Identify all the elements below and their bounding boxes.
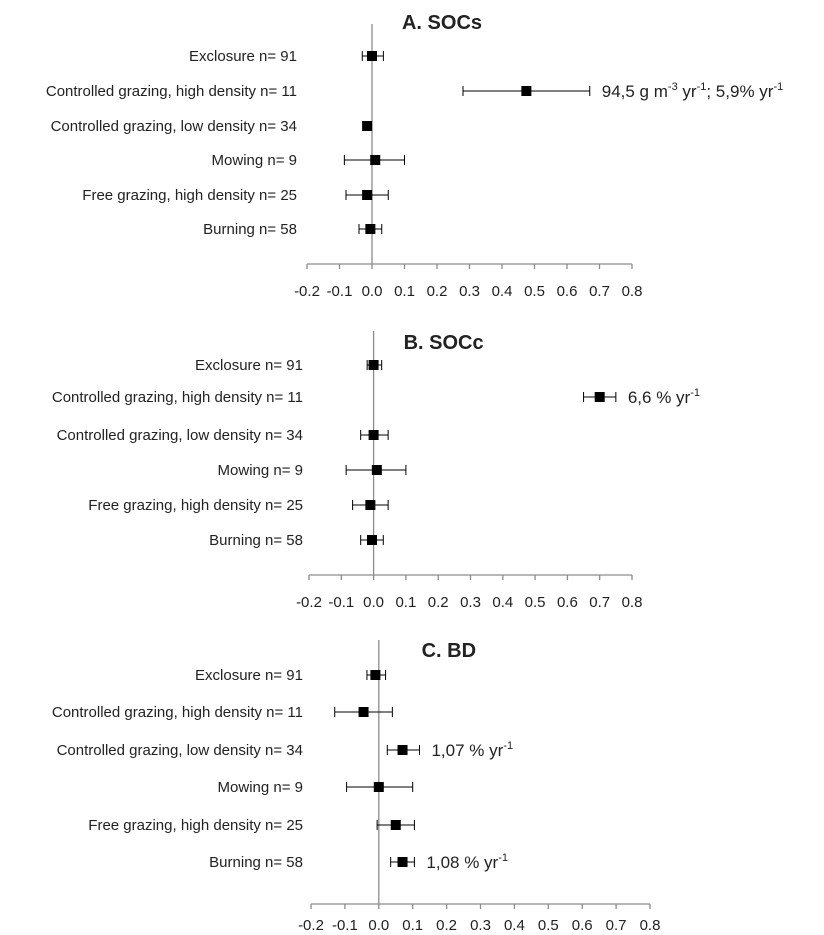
point-estimate-marker — [365, 500, 376, 510]
x-tick-label: -0.2 — [298, 917, 324, 934]
annotation-superscript: -1 — [503, 740, 513, 752]
point-estimate-marker — [521, 86, 532, 96]
annotation-superscript: -1 — [690, 387, 700, 399]
point-estimate-marker — [358, 707, 369, 717]
x-tick-label: -0.1 — [332, 917, 358, 934]
point-estimate-marker — [370, 155, 381, 165]
category-label: Exclosure n= 91 — [195, 667, 303, 684]
category-label: Burning n= 58 — [209, 532, 303, 549]
category-label: Mowing n= 9 — [218, 779, 303, 796]
x-tick-label: 0.0 — [368, 917, 389, 934]
annotation-superscript: -1 — [773, 81, 783, 93]
annotation-text: ; 5,9% yr — [706, 82, 773, 101]
annotation-text: 1,08 % yr — [426, 853, 498, 872]
panel-1: A. SOCs -0.2 -0.1 0.0 0.1 0.2 0.3 0.4 0.5 0.6 0.7 0… — [46, 12, 783, 300]
panel-2: B. SOCc -0.2 -0.1 0.0 0.1 0.2 0.3 0.4 0.5 0.6 0.7 0… — [52, 331, 700, 611]
x-tick-label: 0.0 — [362, 283, 383, 300]
x-tick-label: 0.8 — [640, 917, 661, 934]
x-tick-label: 0.5 — [538, 917, 559, 934]
annotation-text: 94,5 g m — [602, 82, 668, 101]
x-tick-label: -0.2 — [294, 283, 320, 300]
annotation-text: yr — [678, 82, 697, 101]
x-tick-label: 0.7 — [606, 917, 627, 934]
point-estimate-marker — [370, 670, 381, 680]
x-tick-label: 0.6 — [557, 283, 578, 300]
x-tick-label: 0.1 — [394, 283, 415, 300]
category-label: Exclosure n= 91 — [195, 357, 303, 374]
x-tick-label: 0.3 — [460, 594, 481, 611]
category-label: Controlled grazing, high density n= 11 — [52, 704, 303, 721]
category-label: Free grazing, high density n= 25 — [88, 817, 303, 834]
x-tick-label: -0.1 — [327, 283, 353, 300]
point-estimate-marker — [594, 392, 605, 402]
x-tick-label: 0.7 — [589, 594, 610, 611]
x-tick-label: 0.5 — [525, 594, 546, 611]
effect-annotation: 94,5 g m-3 yr-1; 5,9% yr-1 — [602, 81, 783, 101]
annotation-superscript: -3 — [668, 81, 678, 93]
x-tick-label: 0.3 — [459, 283, 480, 300]
x-tick-label: 0.2 — [427, 283, 448, 300]
category-label: Free grazing, high density n= 25 — [88, 497, 303, 514]
point-estimate-marker — [371, 465, 382, 475]
category-label: Controlled grazing, high density n= 11 — [52, 389, 303, 406]
category-label: Controlled grazing, high density n= 11 — [46, 83, 297, 100]
annotation-text: 1,07 % yr — [431, 741, 503, 760]
x-tick-label: 0.6 — [572, 917, 593, 934]
category-label: Burning n= 58 — [203, 221, 297, 238]
panel-3: C. BD -0.2 -0.1 0.0 0.1 0.2 0.3 0.4 0.5 0.6 0.7 0.8… — [52, 640, 661, 934]
point-estimate-marker — [368, 360, 379, 370]
point-estimate-marker — [368, 430, 379, 440]
category-label: Burning n= 58 — [209, 854, 303, 871]
point-estimate-marker — [367, 51, 377, 61]
x-tick-label: -0.2 — [296, 594, 322, 611]
category-label: Exclosure n= 91 — [189, 48, 297, 65]
category-label: Mowing n= 9 — [218, 462, 303, 479]
panel-title: C. BD — [422, 640, 476, 662]
x-tick-label: 0.5 — [524, 283, 545, 300]
point-estimate-marker — [362, 121, 373, 131]
panel-title: A. SOCs — [402, 12, 482, 34]
annotation-text: 6,6 % yr — [628, 388, 691, 407]
category-label: Mowing n= 9 — [212, 152, 297, 169]
x-tick-label: 0.1 — [402, 917, 423, 934]
x-tick-label: 0.2 — [428, 594, 449, 611]
x-tick-label: 0.4 — [492, 594, 513, 611]
point-estimate-marker — [397, 745, 408, 755]
annotation-superscript: -1 — [498, 852, 508, 864]
x-tick-label: 0.6 — [557, 594, 578, 611]
panel-title: B. SOCc — [404, 332, 484, 354]
annotation-superscript: -1 — [697, 81, 707, 93]
x-tick-label: 0.4 — [504, 917, 525, 934]
point-estimate-marker — [365, 224, 376, 234]
point-estimate-marker — [366, 535, 377, 545]
x-tick-label: 0.8 — [622, 283, 643, 300]
category-label: Controlled grazing, low density n= 34 — [57, 742, 303, 759]
x-tick-label: 0.1 — [395, 594, 416, 611]
x-tick-label: 0.3 — [470, 917, 491, 934]
category-label: Free grazing, high density n= 25 — [82, 187, 297, 204]
point-estimate-marker — [397, 857, 408, 867]
point-estimate-marker — [373, 782, 384, 792]
point-estimate-marker — [362, 190, 373, 200]
effect-annotation: 1,08 % yr-1 — [426, 852, 508, 872]
x-tick-label: -0.1 — [328, 594, 354, 611]
category-label: Controlled grazing, low density n= 34 — [57, 427, 303, 444]
x-tick-label: 0.7 — [589, 283, 610, 300]
x-tick-label: 0.2 — [436, 917, 457, 934]
point-estimate-marker — [390, 820, 401, 830]
effect-annotation: 1,07 % yr-1 — [431, 740, 513, 760]
x-tick-label: 0.4 — [492, 283, 513, 300]
x-tick-label: 0.0 — [363, 594, 384, 611]
category-label: Controlled grazing, low density n= 34 — [51, 118, 297, 135]
x-tick-label: 0.8 — [622, 594, 643, 611]
effect-annotation: 6,6 % yr-1 — [628, 387, 700, 407]
